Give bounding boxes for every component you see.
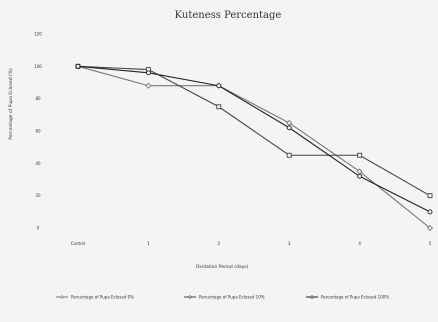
y-axis-label: Percentage of Pupa Eclosed (%) [8,68,14,140]
legend-label: Percentage of Pupa Eclosed 0% [71,295,134,300]
data-point [357,173,363,179]
data-point [286,119,293,126]
data-point [357,152,363,158]
y-tick-label: 0 [37,226,40,231]
x-tick-label: 5 [429,241,432,246]
x-tick-label: 4 [358,241,361,246]
chart-title: Kuteness Percentage [175,10,282,21]
series-line [77,65,431,229]
data-point [286,125,292,131]
data-point [145,70,151,76]
y-tick-label: 40 [35,161,41,166]
y-tick-label: 20 [35,193,41,198]
x-tick-label: Control [71,241,85,246]
data-point [286,152,292,158]
tick-labels: 0 20 40 60 80 100 120 Control 1 2 3 4 5 [34,32,432,247]
legend-marker [310,295,314,299]
y-tick-label: 100 [34,64,42,69]
y-tick-label: 80 [35,96,41,101]
data-point [216,104,222,110]
x-axis-label: Oxidation Period (days) [196,264,249,270]
legend-label: Percentage of Pupa Eclosed 100% [321,295,389,300]
x-tick-label: 2 [218,241,221,246]
data-point [426,224,434,232]
series-line [77,65,431,213]
series-line [77,65,431,197]
legend-label: Percentage of Pupa Eclosed 10% [199,295,265,300]
data-point [145,82,152,89]
legend-marker [60,295,64,299]
y-tick-label: 120 [34,32,42,37]
x-tick-label: 3 [288,241,291,246]
x-tick-label: 1 [147,241,150,246]
legend: Percentage of Pupa Eclosed 0% Percentage … [56,295,389,300]
data-point [75,63,81,69]
data-point [427,209,433,215]
legend-marker [188,295,192,299]
data-point [216,83,222,89]
y-tick-label: 60 [35,129,41,134]
series-lines [74,63,434,232]
data-point [427,193,433,199]
